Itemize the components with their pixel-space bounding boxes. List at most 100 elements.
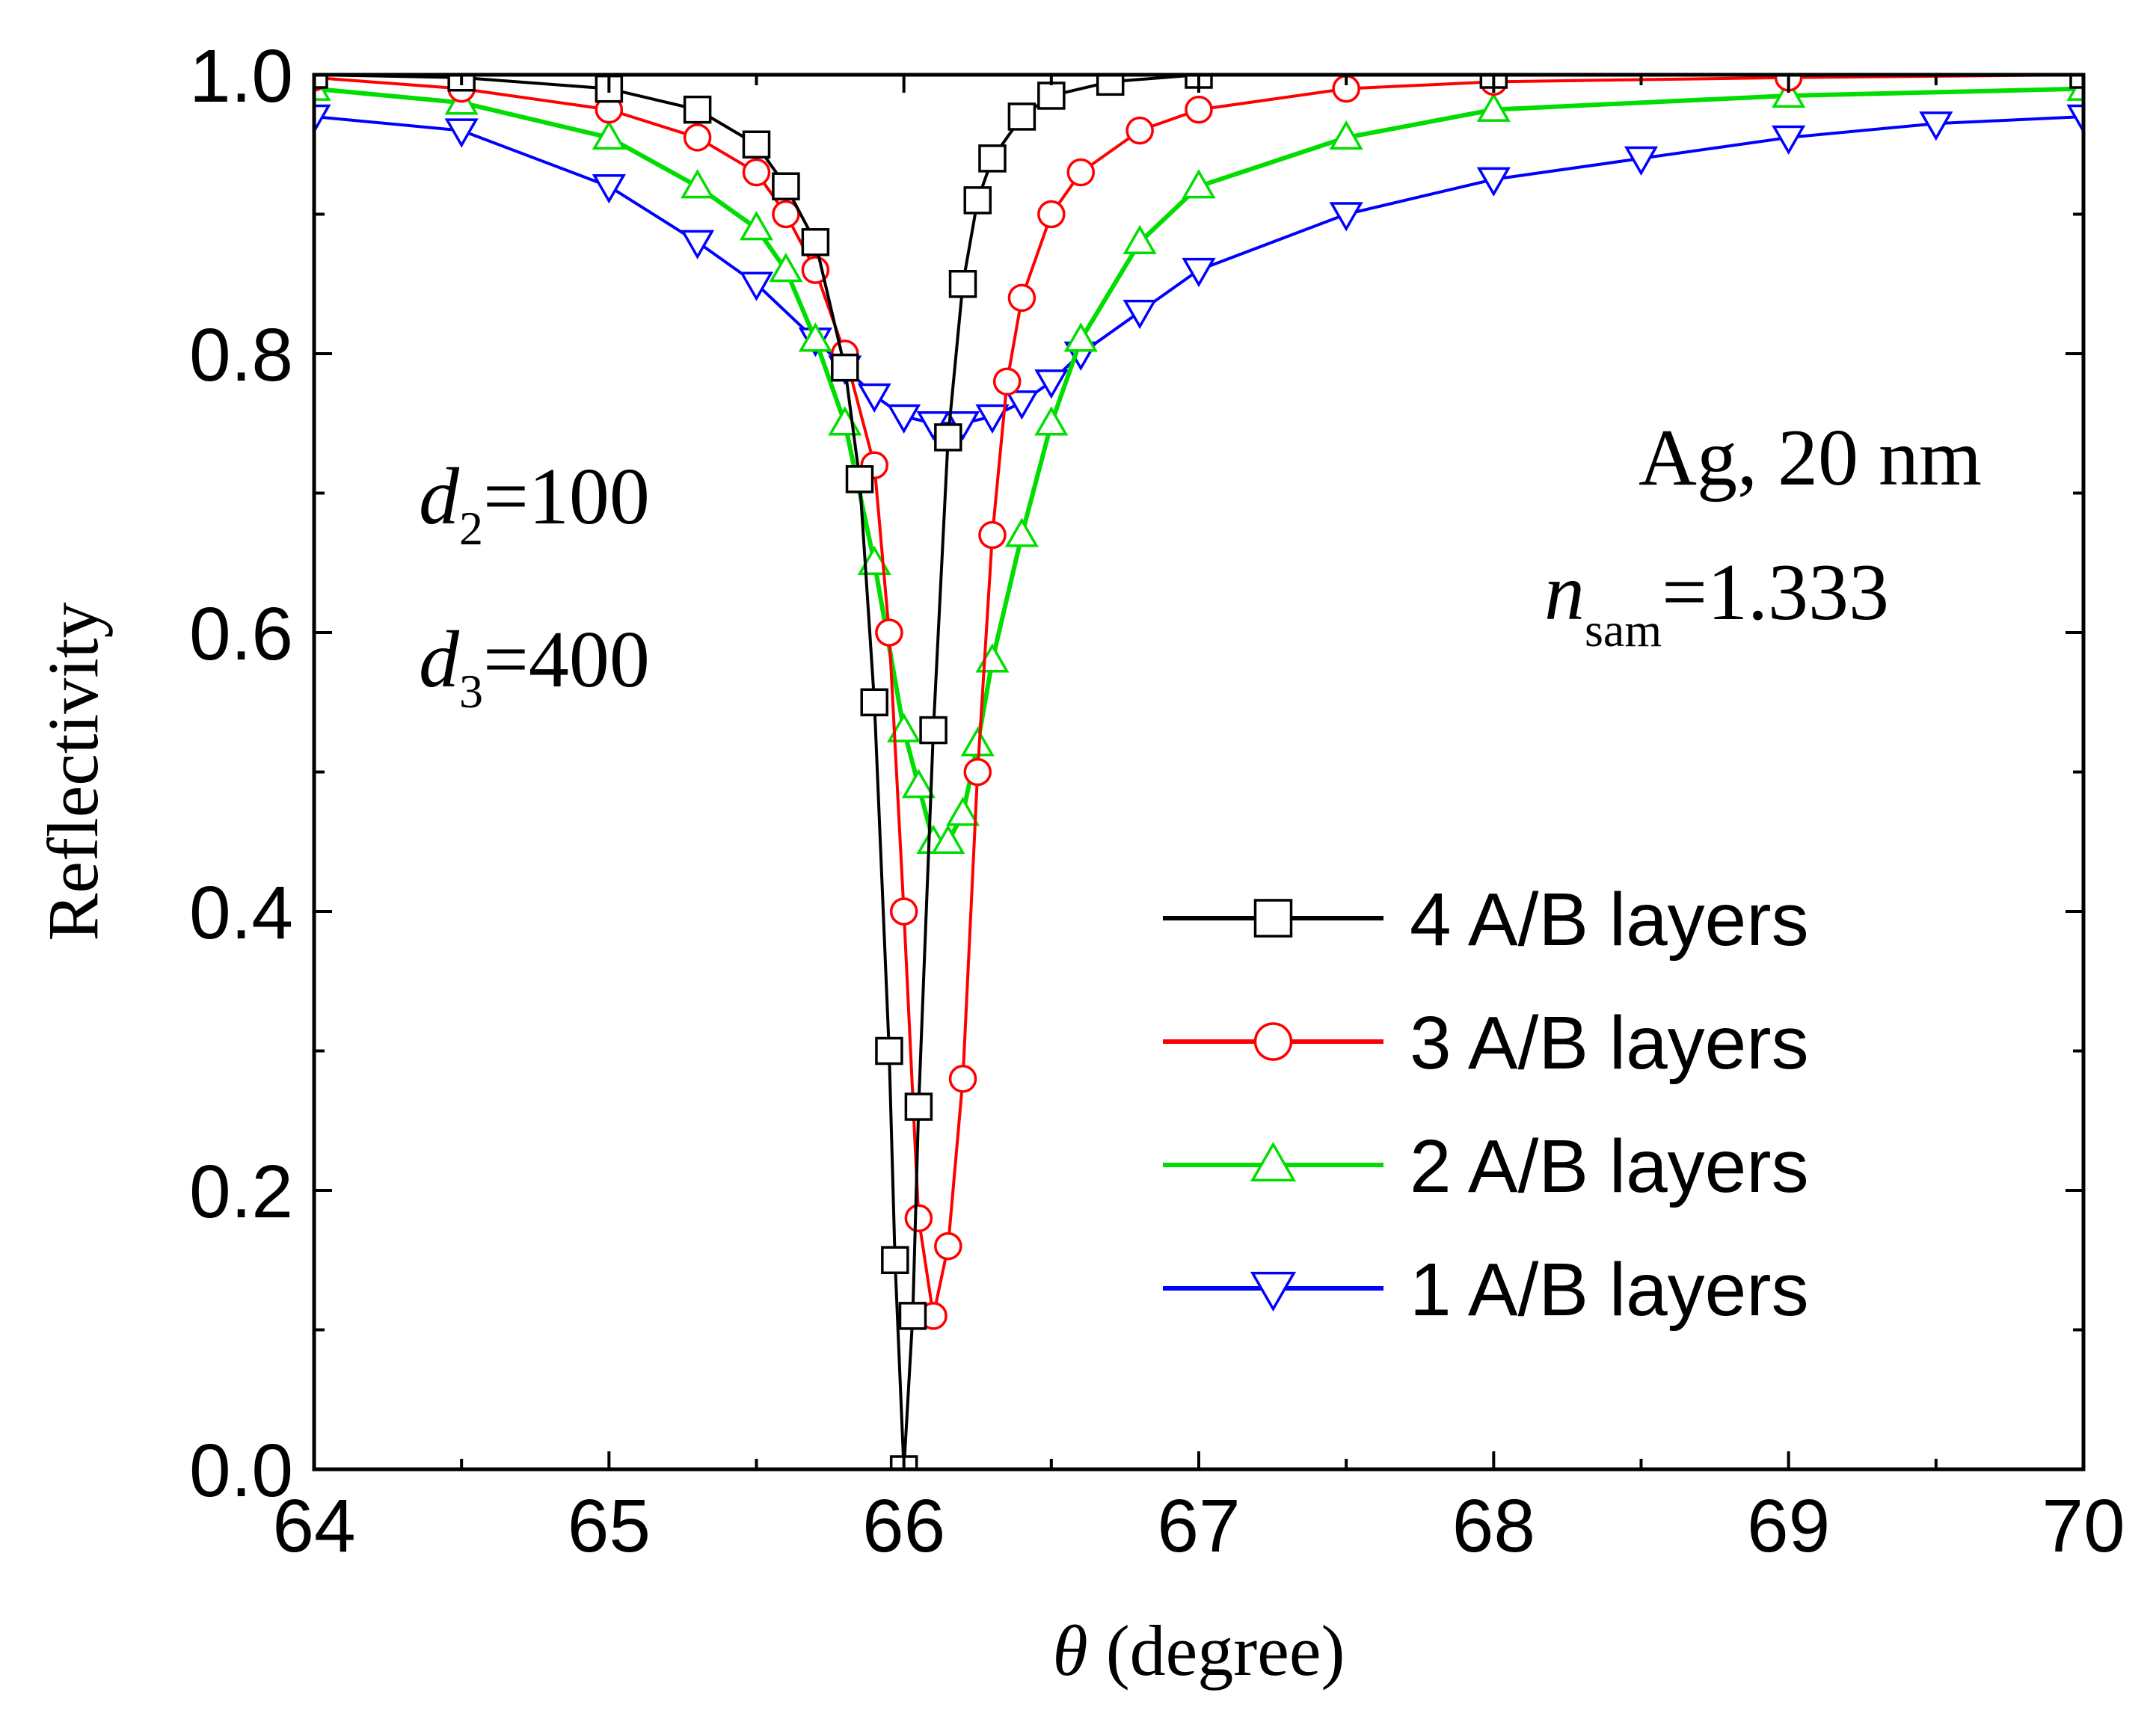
data-point <box>963 186 992 215</box>
data-point <box>860 688 888 716</box>
legend-item: 1 A/B layers <box>1163 1248 1809 1332</box>
data-point <box>963 757 992 787</box>
data-point <box>1007 102 1036 131</box>
data-point <box>1122 299 1157 330</box>
data-point <box>1034 406 1069 436</box>
data-point <box>1919 111 1953 141</box>
annotation-nsam: nsam=1.333 <box>1544 548 1889 656</box>
x-tick-label: 68 <box>1452 1484 1535 1568</box>
x-axis-title: θ (degree) <box>1053 1611 1345 1691</box>
legend-marker <box>1250 1141 1297 1182</box>
data-point <box>1037 82 1066 110</box>
d3-value: =400 <box>483 615 650 704</box>
data-point <box>978 520 1007 550</box>
data-point <box>931 824 965 854</box>
data-point <box>681 169 715 199</box>
x-tick-label: 69 <box>1747 1484 1830 1568</box>
y-tick-label: 0.2 <box>189 1150 293 1234</box>
legend-item: 4 A/B layers <box>1163 878 1809 962</box>
x-tick-label: 67 <box>1157 1484 1240 1568</box>
data-point <box>1125 116 1154 145</box>
data-point <box>1182 169 1216 199</box>
data-point <box>772 200 800 229</box>
data-point <box>1329 202 1363 232</box>
legend-item: 2 A/B layers <box>1163 1125 1809 1208</box>
data-point <box>592 174 626 204</box>
data-point <box>1034 369 1069 399</box>
nsam-subscript: sam <box>1585 603 1662 656</box>
data-point <box>444 118 479 148</box>
data-point <box>948 270 977 298</box>
data-point <box>978 144 1007 173</box>
data-point <box>1066 158 1096 187</box>
data-point <box>772 172 800 200</box>
legend-label: 2 A/B layers <box>1410 1125 1809 1208</box>
data-point <box>1122 224 1157 254</box>
y-tick-label: 0.8 <box>189 313 293 397</box>
data-point <box>828 406 862 436</box>
data-point <box>592 120 626 150</box>
y-tick-label: 0.6 <box>189 592 293 676</box>
d3-symbol: d <box>419 615 460 704</box>
data-point <box>742 130 771 159</box>
data-point <box>904 1092 933 1121</box>
data-point <box>1476 92 1511 122</box>
series-3 <box>314 75 2083 854</box>
series-4 <box>314 104 2083 441</box>
annotation-metal: Ag, 20 nm <box>1639 413 1982 502</box>
legend-label: 4 A/B layers <box>1410 878 1809 962</box>
data-point <box>887 404 921 434</box>
data-point <box>2069 75 2083 89</box>
data-point <box>887 713 921 742</box>
legend-label: 3 A/B layers <box>1410 1001 1809 1085</box>
data-point <box>1329 120 1363 150</box>
nsam-value: =1.333 <box>1662 548 1889 637</box>
data-point <box>683 95 712 124</box>
data-point <box>742 158 771 187</box>
data-point <box>975 404 1010 434</box>
data-point <box>681 230 715 259</box>
legend-marker <box>1250 1271 1297 1312</box>
legend: 4 A/B layers 3 A/B layers 2 A/B layers 1 A/… <box>1163 878 1809 1332</box>
x-tick-label: 65 <box>568 1484 651 1568</box>
data-point <box>1007 283 1036 313</box>
data-point <box>845 465 874 493</box>
data-point <box>919 716 948 745</box>
theta-symbol: θ <box>1053 1611 1088 1691</box>
data-point <box>1772 125 1806 155</box>
data-point <box>934 1231 962 1261</box>
nsam-symbol: n <box>1544 548 1585 637</box>
data-point <box>831 353 859 382</box>
data-point <box>1772 78 1806 108</box>
data-point <box>1185 95 1213 124</box>
d3-subscript: 3 <box>459 665 483 718</box>
data-point <box>314 104 331 135</box>
data-point <box>1004 517 1039 547</box>
data-point <box>739 211 774 241</box>
d2-value: =100 <box>483 452 650 541</box>
legend-item: 3 A/B layers <box>1163 1001 1809 1085</box>
series-layer <box>314 75 2083 1469</box>
data-point <box>945 796 980 826</box>
y-tick-label: 1.0 <box>189 34 293 118</box>
data-point <box>975 643 1010 673</box>
data-point <box>1096 75 1125 96</box>
data-point <box>769 253 803 283</box>
data-point <box>314 75 328 89</box>
data-point <box>881 1246 909 1274</box>
y-tick-label: 0.4 <box>189 871 293 955</box>
legend-marker <box>1253 899 1293 938</box>
data-point <box>875 618 903 647</box>
data-point <box>992 367 1022 396</box>
data-point <box>1037 200 1066 229</box>
data-point <box>798 322 832 352</box>
data-point <box>901 769 936 799</box>
annotation-d3: d3=400 <box>419 615 650 718</box>
data-point <box>1476 167 1511 197</box>
data-point <box>1004 390 1039 420</box>
legend-marker <box>1253 1022 1293 1061</box>
x-axis-unit: (degree) <box>1088 1611 1345 1691</box>
data-point <box>898 1302 927 1330</box>
d2-symbol: d <box>419 452 460 541</box>
